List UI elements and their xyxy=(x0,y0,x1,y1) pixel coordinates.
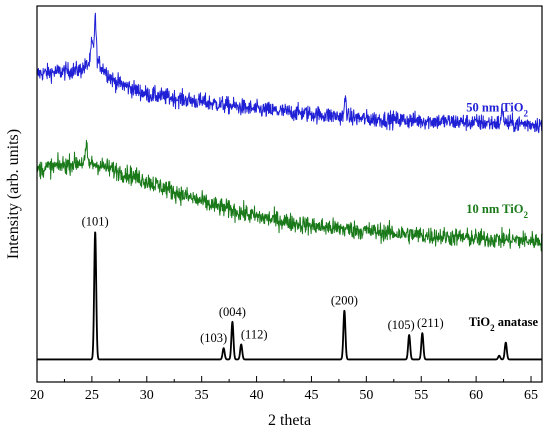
x-tick-label-7: 55 xyxy=(414,388,428,403)
series-label-sub: 2 xyxy=(524,109,529,119)
x-tick-label-8: 60 xyxy=(469,388,483,403)
series-layer xyxy=(37,12,542,361)
series-label-2: TiO2 anatase xyxy=(469,315,539,333)
series-label-main: 10 nm TiO xyxy=(466,202,523,216)
peak-label-0: (101) xyxy=(82,215,109,229)
peak-labels: (101) (103) (004) (112) (200) (105) (211) xyxy=(82,215,444,346)
x-tick-label-5: 45 xyxy=(304,388,318,403)
axes-layer: 20 25 30 35 40 45 50 55 60 65 xyxy=(30,5,543,403)
y-axis-title: Intensity (arb. units) xyxy=(5,129,22,259)
series-label-tail: anatase xyxy=(495,315,539,329)
peak-label-3: (112) xyxy=(241,327,268,341)
peak-label-2: (004) xyxy=(219,305,246,319)
series-label-1: 10 nm TiO2 xyxy=(466,202,528,220)
peak-label-6: (211) xyxy=(417,316,444,330)
x-tick-label-4: 40 xyxy=(250,388,264,403)
x-tick-label-9: 65 xyxy=(524,388,538,403)
peak-label-1: (103) xyxy=(200,331,227,345)
x-tick-label-2: 30 xyxy=(140,388,154,403)
x-tick-label-1: 25 xyxy=(85,388,99,403)
series-line-1 xyxy=(37,139,542,252)
peak-label-5: (105) xyxy=(388,318,415,332)
x-tick-label-0: 20 xyxy=(30,388,44,403)
series-label-sub: 2 xyxy=(524,210,529,220)
x-tick-label-3: 35 xyxy=(195,388,209,403)
x-tick-label-6: 50 xyxy=(359,388,373,403)
series-line-2 xyxy=(37,231,542,361)
series-line-0 xyxy=(37,12,542,134)
peak-label-4: (200) xyxy=(331,294,358,308)
series-label-sub: 2 xyxy=(490,323,495,333)
series-label-main: 50 nm TiO xyxy=(466,101,523,115)
x-axis-title: 2 theta xyxy=(268,412,311,429)
plot-frame xyxy=(36,5,543,383)
series-label-0: 50 nm TiO2 xyxy=(466,101,528,119)
series-label-main: TiO xyxy=(469,315,491,329)
